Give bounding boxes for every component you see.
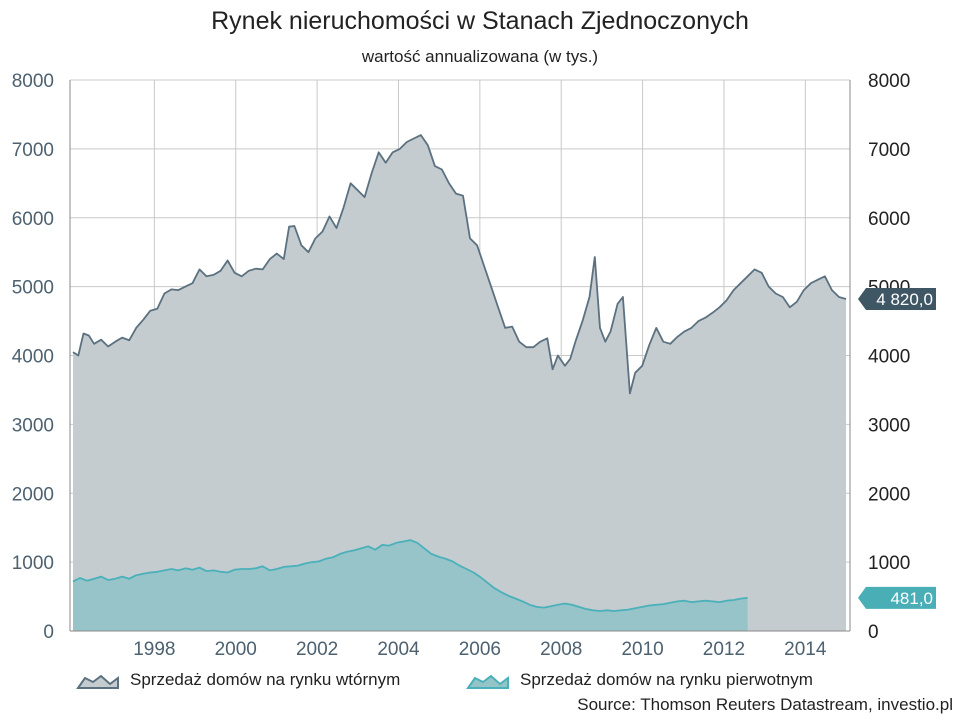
callout-value-new: 481,0 bbox=[890, 589, 933, 608]
y-tick-label-right: 2000 bbox=[868, 484, 910, 505]
y-tick-label-right: 8000 bbox=[868, 71, 910, 92]
x-tick-label: 2006 bbox=[459, 639, 501, 660]
y-tick-label-left: 1000 bbox=[12, 553, 54, 574]
callout-box-new bbox=[858, 586, 936, 609]
y-tick-label-left: 2000 bbox=[12, 484, 54, 505]
x-tick-label: 2010 bbox=[621, 639, 663, 660]
y-tick-label-right: 4000 bbox=[868, 347, 910, 368]
callout-value-existing: 4 820,0 bbox=[876, 290, 933, 309]
y-tick-label-right: 7000 bbox=[868, 140, 910, 161]
callouts: 4 820,0 481,0 bbox=[858, 288, 936, 609]
tick-labels: 0010001000200020003000300040004000500050… bbox=[12, 71, 911, 660]
x-tick-label: 2012 bbox=[703, 639, 745, 660]
legend-label-existing: Sprzedaż domów na rynku wtórnym bbox=[130, 670, 400, 689]
y-tick-label-left: 7000 bbox=[12, 140, 54, 161]
y-tick-label-left: 0 bbox=[43, 622, 54, 643]
y-tick-label-right: 3000 bbox=[868, 415, 910, 436]
legend-item-existing: Sprzedaż domów na rynku wtórnym bbox=[76, 670, 400, 689]
y-tick-label-left: 5000 bbox=[12, 278, 54, 299]
chart-title: Rynek nieruchomości w Stanach Zjednoczon… bbox=[211, 7, 749, 35]
y-tick-label-right: 0 bbox=[868, 622, 879, 643]
y-tick-label-left: 6000 bbox=[12, 209, 54, 230]
y-tick-label-right: 1000 bbox=[868, 553, 910, 574]
legend-swatch-existing bbox=[76, 674, 119, 689]
x-tick-label: 2008 bbox=[540, 639, 582, 660]
series-line-new bbox=[72, 539, 748, 612]
y-tick-label-left: 8000 bbox=[12, 71, 54, 92]
x-tick-label: 2014 bbox=[784, 639, 827, 660]
source-note: Source: Thomson Reuters Datastream, inve… bbox=[577, 695, 953, 714]
legend-label-new: Sprzedaż domów na rynku pierwotnym bbox=[520, 670, 813, 689]
y-tick-label-left: 4000 bbox=[12, 347, 54, 368]
series-area-existing bbox=[73, 135, 846, 631]
y-tick-label-left: 3000 bbox=[12, 415, 54, 436]
series-line-existing bbox=[72, 134, 847, 395]
x-tick-label: 1998 bbox=[133, 639, 175, 660]
legend-item-new: Sprzedaż domów na rynku pierwotnym bbox=[466, 670, 813, 689]
chart-subtitle: wartość annualizowana (w tys.) bbox=[361, 47, 598, 66]
x-tick-label: 2002 bbox=[296, 639, 338, 660]
legend: Sprzedaż domów na rynku wtórnym Sprzedaż… bbox=[76, 670, 813, 689]
series-area-new bbox=[73, 540, 748, 631]
x-tick-label: 2000 bbox=[215, 639, 257, 660]
legend-swatch-new bbox=[466, 674, 509, 689]
x-tick-label: 2004 bbox=[377, 639, 420, 660]
axes bbox=[69, 80, 851, 632]
series-layer bbox=[72, 134, 847, 631]
y-tick-label-right: 6000 bbox=[868, 209, 910, 230]
callout-box-existing bbox=[858, 288, 936, 311]
